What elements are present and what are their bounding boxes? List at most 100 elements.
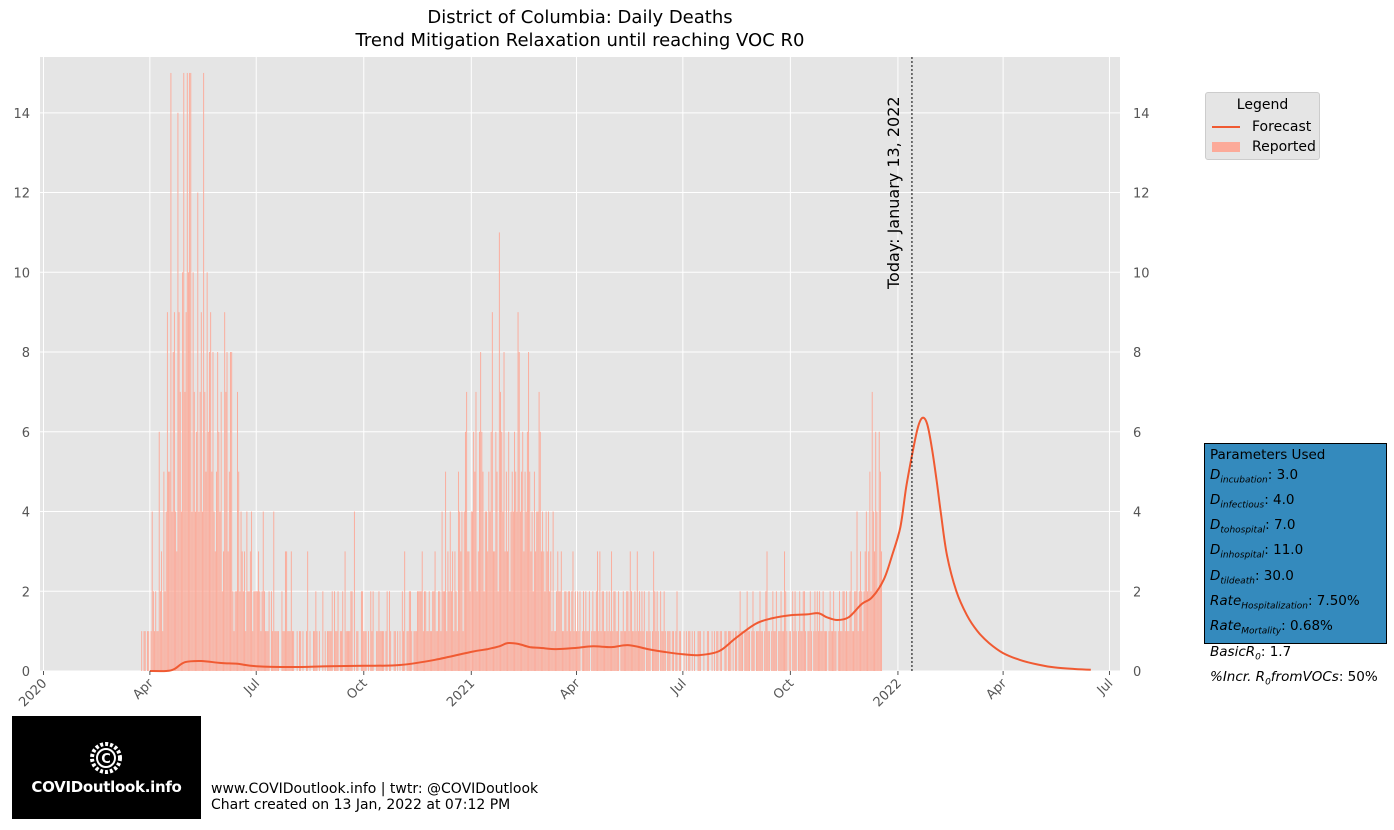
reported-bar	[443, 591, 445, 671]
reported-bar	[803, 591, 805, 671]
reported-bar	[247, 591, 249, 671]
y-tick-label-right: 10	[1133, 266, 1150, 281]
reported-bar	[865, 511, 867, 671]
reported-bar	[532, 591, 534, 671]
reported-bar	[218, 431, 220, 671]
parameters-box: Parameters Used Dincubation: 3.0 Dinfecti…	[1204, 443, 1387, 688]
reported-bar	[768, 631, 770, 671]
reported-bar	[632, 631, 634, 671]
reported-bar	[556, 591, 558, 671]
reported-bar	[629, 551, 631, 671]
y-tick-label-right: 2	[1133, 585, 1141, 600]
reported-bar	[474, 471, 476, 671]
reported-bar	[515, 471, 517, 671]
reported-bar	[238, 471, 240, 671]
reported-bar	[558, 591, 560, 671]
reported-bar	[778, 631, 780, 671]
parameter-row: Dtildeath: 30.0	[1210, 567, 1294, 587]
reported-bar	[802, 591, 804, 671]
reported-bar	[393, 631, 395, 671]
reported-bar	[282, 631, 284, 671]
y-tick-label-right: 12	[1133, 187, 1150, 202]
reported-bar	[166, 312, 168, 671]
y-tick-label-left: 14	[13, 107, 30, 122]
reported-bar	[165, 511, 167, 671]
reported-bar	[450, 591, 452, 671]
reported-bar	[421, 551, 423, 671]
reported-bar	[302, 631, 304, 671]
reported-bar	[230, 352, 231, 671]
reported-bar	[147, 631, 148, 671]
reported-bar	[569, 591, 570, 671]
reported-bar	[626, 591, 628, 671]
reported-bar	[339, 631, 341, 671]
reported-bar	[699, 631, 701, 671]
reported-bar	[740, 631, 742, 671]
y-tick-label-left: 10	[13, 266, 30, 281]
reported-bar	[390, 631, 392, 671]
reported-bar	[689, 631, 691, 671]
reported-bar	[592, 591, 594, 671]
reported-bar	[531, 511, 533, 671]
reported-bar	[786, 631, 788, 671]
reported-bar	[363, 631, 365, 671]
reported-bar	[669, 631, 671, 671]
reported-bar	[608, 591, 610, 671]
legend-item-forecast: Forecast	[1212, 118, 1311, 136]
reported-bar	[759, 591, 761, 671]
reported-bar	[484, 511, 486, 671]
reported-bar	[232, 591, 234, 671]
reported-bar	[329, 631, 331, 671]
reported-bar	[196, 431, 198, 671]
reported-bar	[341, 631, 343, 671]
reported-bar	[203, 72, 205, 671]
reported-bar	[678, 631, 680, 671]
reported-bar	[656, 591, 658, 671]
reported-bar	[613, 591, 615, 671]
reported-bar	[207, 431, 209, 671]
reported-bar	[663, 591, 665, 671]
reported-bar	[542, 511, 544, 671]
reported-bar	[360, 591, 362, 671]
reported-bar	[667, 631, 669, 671]
reported-bar	[683, 631, 685, 671]
reported-bar	[228, 471, 230, 671]
reported-bar	[861, 591, 863, 671]
y-tick-label-right: 6	[1133, 426, 1141, 441]
reported-bar	[713, 631, 715, 671]
logo-text: COVIDoutlook.info	[31, 778, 182, 796]
reported-bar	[348, 631, 350, 671]
reported-bar	[221, 591, 223, 671]
reported-bar	[239, 591, 241, 671]
y-tick-label-left: 8	[22, 346, 30, 361]
reported-bar	[296, 631, 298, 671]
reported-bar	[330, 631, 332, 671]
reported-bar	[502, 511, 504, 671]
reported-bar	[306, 631, 307, 671]
reported-bar	[380, 631, 382, 671]
reported-bar	[559, 591, 561, 671]
reported-bar	[511, 471, 513, 671]
reported-bar	[881, 551, 883, 671]
parameters-title: Parameters Used	[1210, 447, 1326, 463]
y-tick-label-left: 2	[22, 585, 30, 600]
reported-bar	[823, 631, 825, 671]
reported-bar	[276, 631, 278, 671]
reported-bar	[793, 631, 795, 671]
reported-bar	[273, 511, 275, 671]
reported-bar	[602, 591, 604, 671]
reported-bar	[732, 631, 734, 671]
reported-bar	[537, 511, 539, 671]
reported-bar	[819, 591, 821, 671]
reported-bar	[422, 631, 424, 671]
reported-bar	[472, 511, 473, 671]
reported-bar	[789, 631, 791, 671]
reported-bar	[586, 631, 588, 671]
reported-bar	[872, 511, 874, 671]
reported-bar	[835, 631, 837, 671]
legend-title: Legend	[1236, 97, 1289, 113]
reported-bar	[299, 631, 300, 671]
reported-bar	[415, 631, 417, 671]
reported-bar	[498, 232, 500, 671]
logo-emblem-icon: C	[90, 742, 122, 774]
